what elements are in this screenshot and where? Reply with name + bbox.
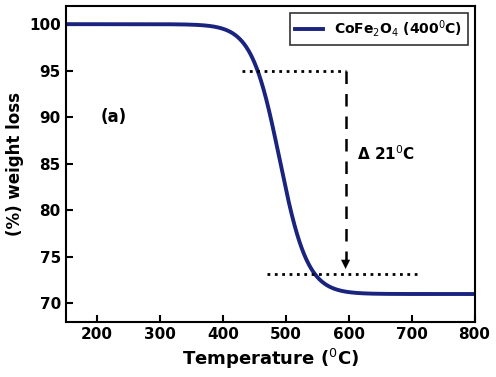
Text: Δ 21$^0$C: Δ 21$^0$C	[357, 144, 415, 163]
X-axis label: Temperature ($^0$C): Temperature ($^0$C)	[182, 347, 359, 371]
CoFe$_2$O$_4$ (400$^0$C)	[459, 292, 465, 296]
CoFe$_2$O$_4$ (400$^0$C)	[63, 22, 69, 26]
CoFe$_2$O$_4$ (400$^0$C)	[384, 292, 390, 296]
CoFe$_2$O$_4$ (400$^0$C)	[460, 292, 466, 296]
Text: (a): (a)	[100, 108, 126, 126]
Y-axis label: (%) weight loss: (%) weight loss	[5, 92, 23, 236]
Line: CoFe$_2$O$_4$ (400$^0$C): CoFe$_2$O$_4$ (400$^0$C)	[66, 24, 475, 294]
Legend: CoFe$_2$O$_4$ (400$^0$C): CoFe$_2$O$_4$ (400$^0$C)	[290, 12, 468, 44]
CoFe$_2$O$_4$ (400$^0$C)	[250, 58, 256, 63]
CoFe$_2$O$_4$ (400$^0$C)	[84, 22, 90, 26]
CoFe$_2$O$_4$ (400$^0$C)	[261, 90, 267, 95]
CoFe$_2$O$_4$ (400$^0$C)	[472, 292, 478, 296]
